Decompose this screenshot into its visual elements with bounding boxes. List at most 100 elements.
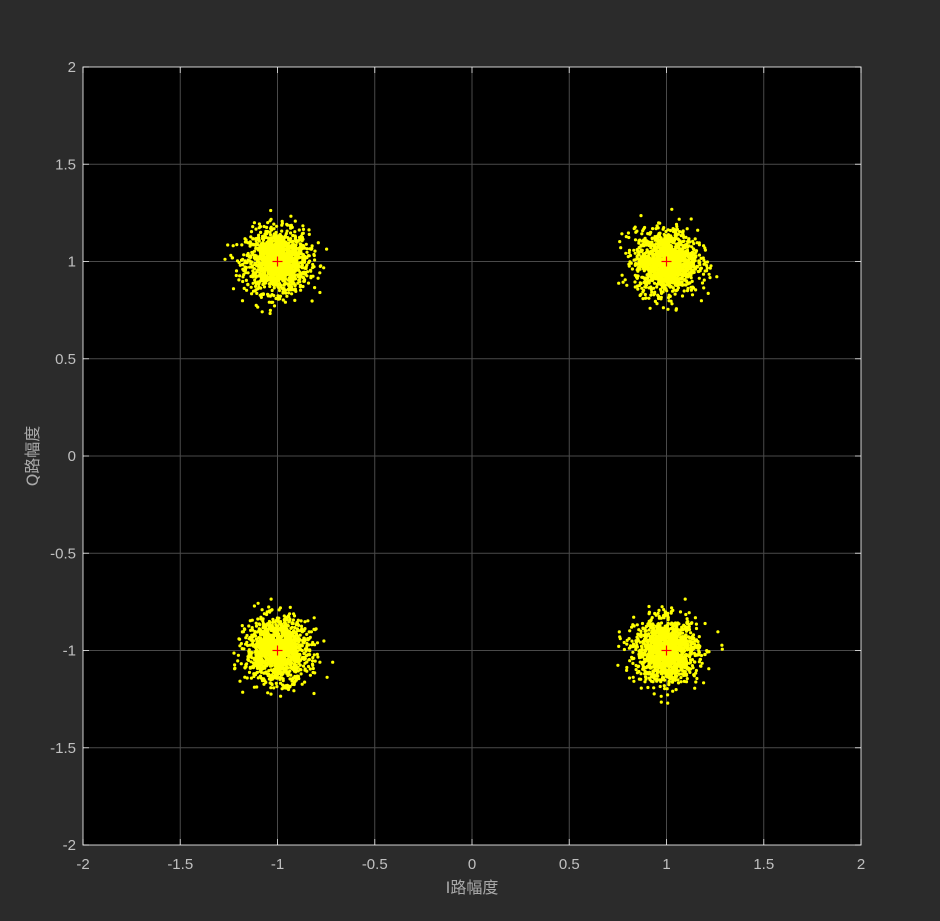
data-point xyxy=(279,606,282,609)
data-point xyxy=(684,283,687,286)
data-point xyxy=(248,266,251,269)
data-point xyxy=(269,651,272,654)
data-point xyxy=(271,646,274,649)
data-point xyxy=(296,627,299,630)
data-point xyxy=(326,676,329,679)
data-point xyxy=(691,293,694,296)
data-point xyxy=(690,217,693,220)
data-point xyxy=(241,691,244,694)
data-point xyxy=(305,633,308,636)
data-point xyxy=(232,244,235,247)
data-point xyxy=(296,282,299,285)
data-point xyxy=(692,247,695,250)
data-point xyxy=(264,681,267,684)
data-point xyxy=(696,229,699,232)
data-point xyxy=(286,673,289,676)
data-point xyxy=(685,253,688,256)
data-point xyxy=(252,672,255,675)
data-point xyxy=(623,648,626,651)
data-point xyxy=(310,643,313,646)
data-point xyxy=(680,266,683,269)
data-point xyxy=(656,265,659,268)
data-point xyxy=(639,255,642,258)
data-point xyxy=(292,251,295,254)
data-point xyxy=(275,656,278,659)
data-point xyxy=(666,702,669,705)
data-point xyxy=(255,622,258,625)
data-point xyxy=(283,236,286,239)
data-point xyxy=(649,285,652,288)
data-point xyxy=(695,249,698,252)
data-point xyxy=(259,279,262,282)
data-point xyxy=(259,231,262,234)
data-point xyxy=(296,669,299,672)
data-point xyxy=(675,234,678,237)
data-point xyxy=(295,659,298,662)
data-point xyxy=(288,685,291,688)
data-point xyxy=(653,692,656,695)
data-point xyxy=(307,228,310,231)
data-point xyxy=(701,281,704,284)
data-point xyxy=(275,685,278,688)
data-point xyxy=(672,286,675,289)
data-point xyxy=(286,253,289,256)
data-point xyxy=(272,246,275,249)
data-point xyxy=(314,660,317,663)
data-point xyxy=(305,670,308,673)
data-point xyxy=(709,267,712,270)
data-point xyxy=(649,307,652,310)
data-point xyxy=(684,598,687,601)
data-point xyxy=(291,640,294,643)
data-point xyxy=(249,639,252,642)
data-point xyxy=(285,232,288,235)
data-point xyxy=(302,253,305,256)
data-point xyxy=(292,260,295,263)
data-point xyxy=(684,236,687,239)
data-point xyxy=(650,291,653,294)
data-point xyxy=(316,655,319,658)
data-point xyxy=(643,254,646,257)
data-point xyxy=(276,669,279,672)
data-point xyxy=(305,251,308,254)
data-point xyxy=(287,615,290,618)
data-point xyxy=(658,222,661,225)
data-point xyxy=(257,274,260,277)
data-point xyxy=(288,633,291,636)
data-point xyxy=(257,667,260,670)
data-point xyxy=(310,247,313,250)
data-point xyxy=(662,306,665,309)
data-point xyxy=(285,628,288,631)
data-point xyxy=(277,295,280,298)
data-point xyxy=(275,674,278,677)
data-point xyxy=(279,636,282,639)
data-point xyxy=(651,680,654,683)
data-point xyxy=(678,230,681,233)
data-point xyxy=(279,245,282,248)
data-point xyxy=(286,247,289,250)
data-point xyxy=(237,654,240,657)
data-point xyxy=(659,288,662,291)
data-point xyxy=(693,687,696,690)
data-point xyxy=(651,227,654,230)
data-point xyxy=(268,252,271,255)
data-point xyxy=(652,255,655,258)
data-point xyxy=(632,676,635,679)
data-point xyxy=(694,256,697,259)
data-point xyxy=(256,655,259,658)
data-point xyxy=(271,618,274,621)
data-point xyxy=(299,242,302,245)
data-point xyxy=(640,250,643,253)
data-point xyxy=(657,295,660,298)
data-point xyxy=(660,621,663,624)
data-point xyxy=(634,285,637,288)
data-point xyxy=(297,662,300,665)
data-point xyxy=(300,643,303,646)
data-point xyxy=(268,285,271,288)
data-point xyxy=(303,257,306,260)
data-point xyxy=(284,258,287,261)
data-point xyxy=(293,230,296,233)
data-point xyxy=(691,664,694,667)
data-point xyxy=(313,258,316,261)
data-point xyxy=(265,654,268,657)
data-point xyxy=(241,258,244,261)
